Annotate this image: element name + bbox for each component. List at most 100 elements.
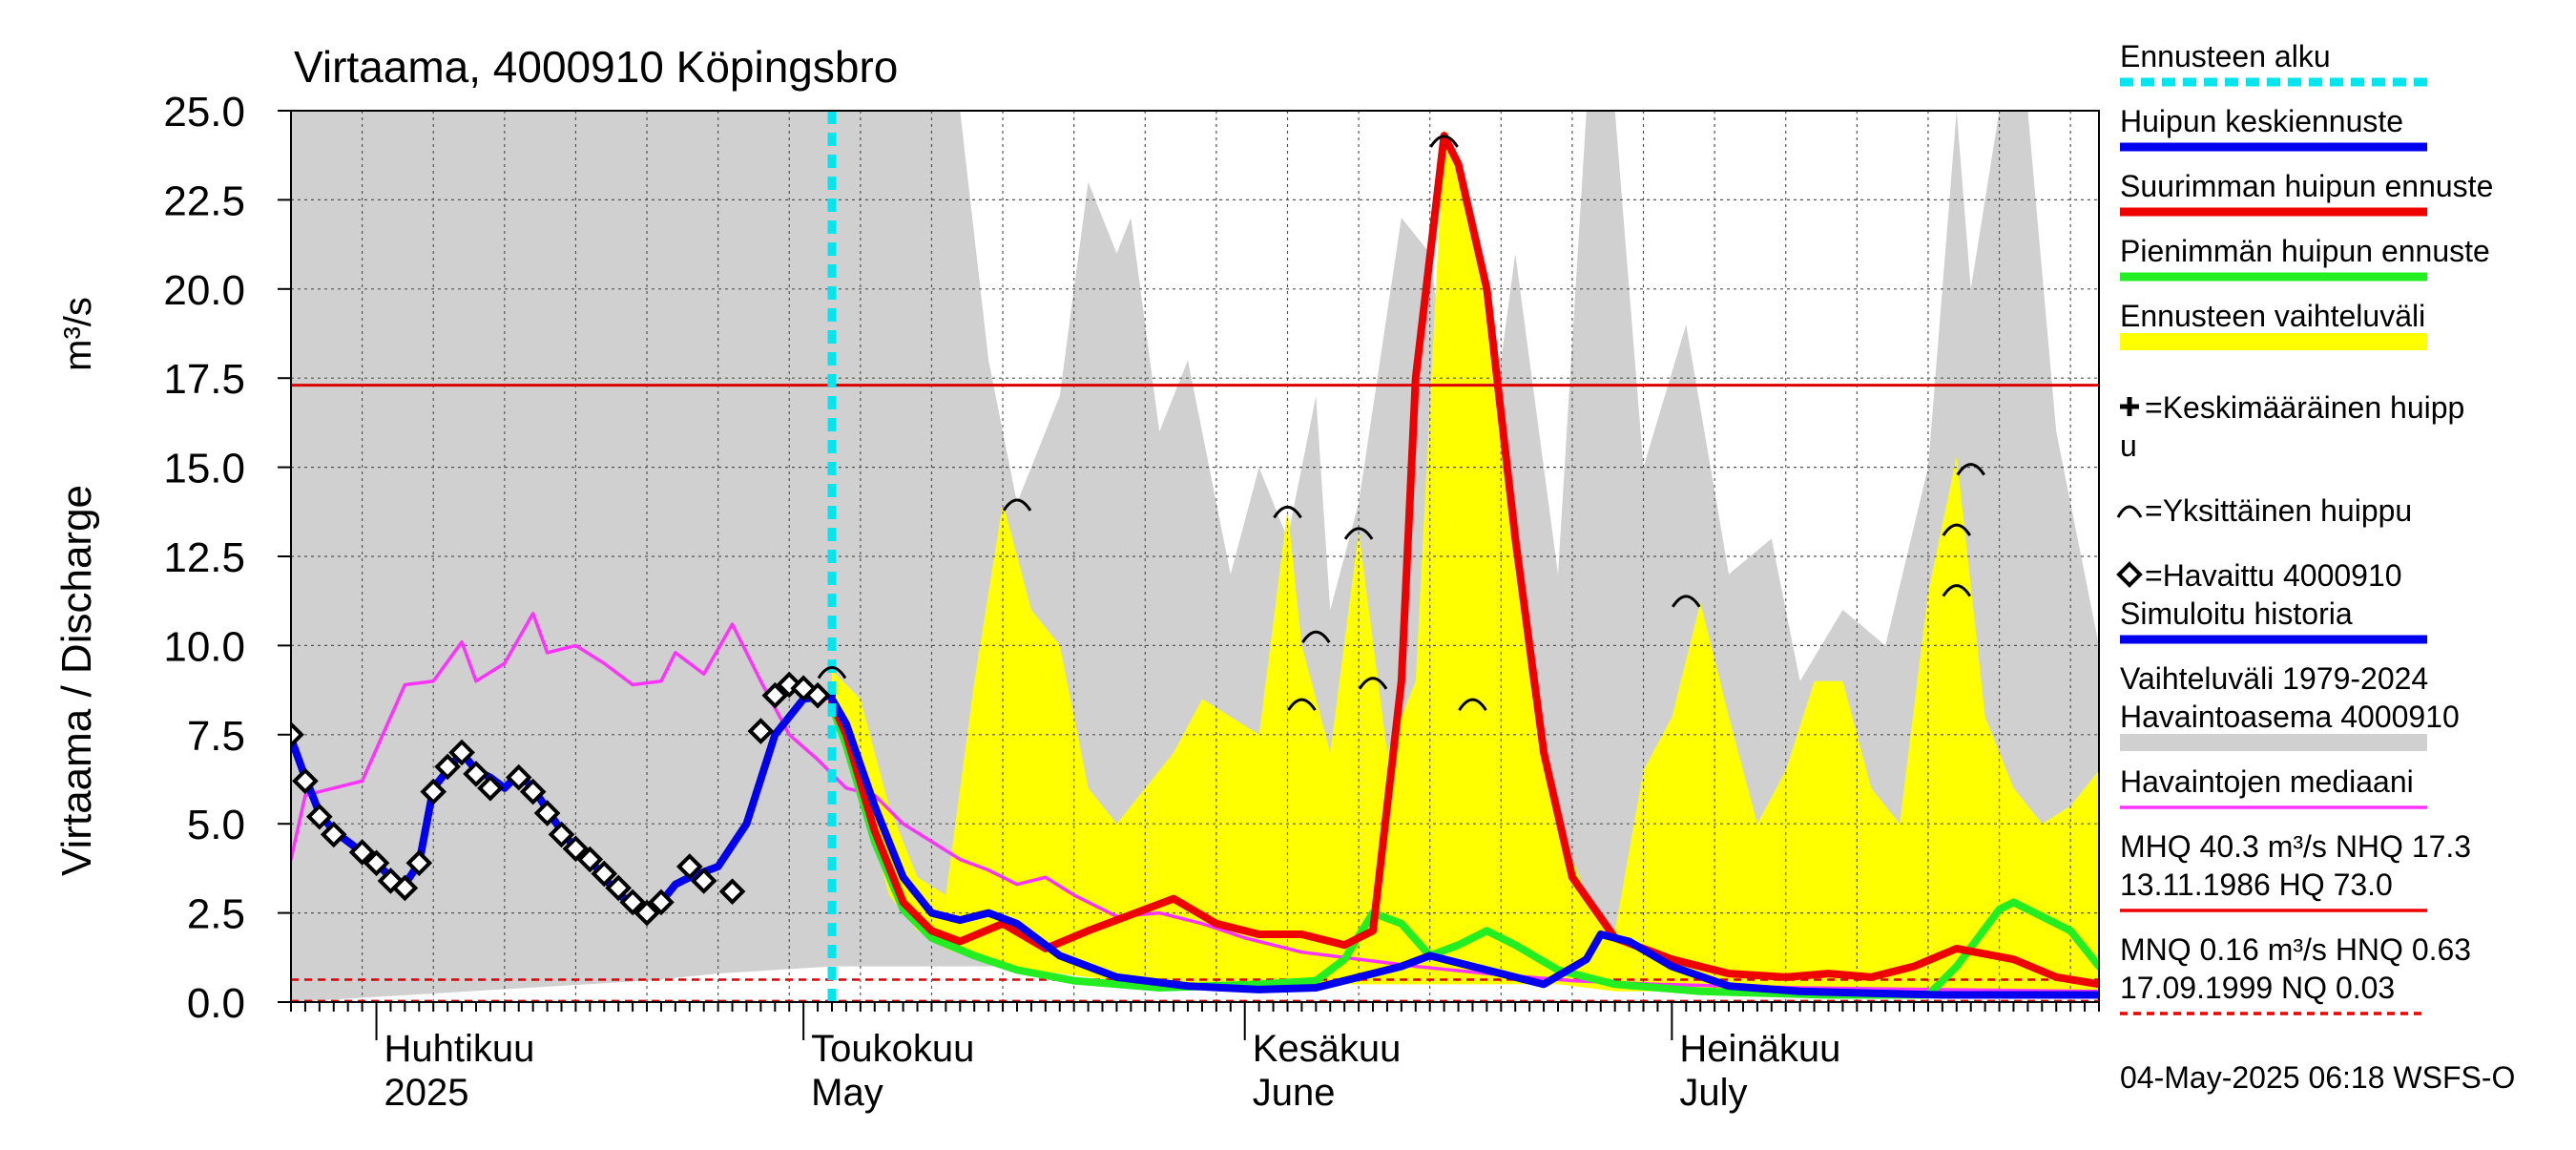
individual-peaks — [817, 135, 1985, 712]
legend-label: Huipun keskiennuste — [2120, 104, 2403, 138]
peak-marker — [1358, 677, 1388, 690]
peak-marker — [1273, 505, 1302, 519]
observed-point — [675, 853, 703, 880]
legend-label: 13.11.1986 HQ 73.0 — [2120, 868, 2393, 902]
timestamp-footer: 04-May-2025 06:18 WSFS-O — [2120, 1060, 2515, 1095]
peak-marker — [1942, 523, 1972, 536]
observed-point — [804, 681, 831, 709]
peak-marker — [817, 666, 847, 680]
legend-item-yksitta-inen-huippu: =Yksittäinen huippu — [2116, 493, 2412, 528]
legend-item-havaintojen-mediaani: Havaintojen mediaani — [2120, 764, 2427, 809]
peak-marker — [1458, 698, 1487, 712]
observed-point — [576, 846, 604, 873]
legend-item-mnq-0-16-m-s-hnq-0-63-17-09-1999-nq-0-03: MNQ 0.16 m³/s HNQ 0.63 17.09.1999 NQ 0.03 — [2120, 932, 2471, 1015]
legend-label: Pienimmän huipun ennuste — [2120, 234, 2490, 268]
y-tick-label: 25.0 — [163, 89, 245, 136]
x-month-label: Toukokuu — [811, 1028, 974, 1070]
legend-label-wrap: u — [2120, 429, 2137, 463]
legend-item-ennusteen-vaihteluva-li: Ennusteen vaihteluväli — [2120, 299, 2427, 350]
observed-point — [348, 839, 376, 866]
peak-marker — [1672, 595, 1701, 608]
y-tick-label: 0.0 — [187, 980, 245, 1027]
legend-item-huipun-keskiennuste: Huipun keskiennuste — [2120, 104, 2427, 152]
legend-label: Havaintoasema 4000910 — [2120, 700, 2460, 734]
legend-item-vaihteluva-li-1979-2024-havaintoasema-40: Vaihteluväli 1979-2024 Havaintoasema 400… — [2120, 661, 2460, 751]
observed-point — [648, 889, 675, 916]
y-tick-label: 20.0 — [163, 267, 245, 314]
observed-point — [591, 860, 618, 888]
x-month-label-en: July — [1679, 1072, 1747, 1114]
peak-marker — [1429, 135, 1459, 148]
legend-label: 17.09.1999 NQ 0.03 — [2120, 971, 2395, 1005]
ennusteen-vaihteluva-li-band — [832, 128, 2099, 995]
legend-label: Suurimman huipun ennuste — [2120, 169, 2493, 203]
observed-point — [477, 775, 504, 802]
legend-label: Vaihteluväli 1979-2024 — [2120, 661, 2428, 696]
diamond-icon — [2116, 561, 2143, 588]
observed-point — [291, 721, 304, 748]
observed-point — [434, 753, 461, 781]
observed-point — [690, 868, 717, 894]
legend-item-keskima-a-ra-inen-huipp-u: =Keskimääräinen huippu — [2120, 390, 2464, 463]
x-month-label-en: May — [811, 1072, 883, 1114]
y-tick-label: 10.0 — [163, 623, 245, 670]
observed-point — [505, 763, 532, 791]
y-tick-label: 2.5 — [187, 891, 245, 938]
peak-marker — [1002, 498, 1032, 512]
legend-item-suurimman-huipun-ennuste: Suurimman huipun ennuste — [2120, 169, 2493, 217]
observed-point — [548, 821, 575, 848]
y-axis-label: Virtaama / Discharge — [53, 485, 100, 876]
observed-point — [718, 878, 746, 906]
observed-point — [306, 803, 333, 830]
x-month-label-en: June — [1253, 1072, 1336, 1114]
legend-item-ennusteen-alku: Ennusteen alku — [2120, 39, 2427, 87]
legend-label: =Havaittu 4000910 — [2145, 558, 2402, 593]
legend-label: Ennusteen vaihteluväli — [2120, 299, 2425, 333]
chart-title: Virtaama, 4000910 Köpingsbro — [294, 42, 898, 92]
legend-label: Simuloitu historia — [2120, 596, 2353, 631]
x-month-label: Huhtikuu — [384, 1028, 535, 1070]
observed-point — [405, 849, 433, 877]
legend-label: Havaintojen mediaani — [2120, 764, 2414, 799]
legend-label: =Keskimääräinen huipp — [2145, 390, 2464, 425]
legend-item-havaittu-4000910: =Havaittu 4000910 — [2116, 558, 2402, 593]
observed-point — [420, 778, 447, 805]
legend-item-simuloitu-historia: Simuloitu historia — [2120, 596, 2427, 644]
huipun-keskiennuste-line — [828, 695, 2099, 999]
legend-item-mhq-40-3-m-s-nhq-17-3-13-11-1986-hq-73-0: MHQ 40.3 m³/s NHQ 17.3 13.11.1986 HQ 73.0 — [2120, 829, 2471, 912]
legend-label: MNQ 0.16 m³/s HNQ 0.63 — [2120, 932, 2471, 967]
peak-marker — [1942, 584, 1972, 597]
observed-point — [320, 821, 347, 848]
observed-point — [391, 874, 419, 902]
y-tick-label: 17.5 — [163, 356, 245, 403]
observed-point — [463, 761, 489, 787]
observed-point — [363, 849, 390, 877]
observed-point — [533, 800, 561, 826]
legend-item-pienimma-n-huipun-ennuste: Pienimmän huipun ennuste — [2120, 234, 2490, 282]
y-tick-label: 22.5 — [163, 178, 245, 224]
peak-marker — [1956, 463, 1985, 476]
suurimman-huipun-ennuste-line — [828, 132, 2099, 989]
observed-point — [605, 874, 633, 902]
observed-point — [292, 767, 319, 795]
observed-point — [634, 899, 660, 927]
legend-label: Ennusteen alku — [2120, 39, 2331, 73]
observed-point — [519, 778, 547, 805]
peak-marker — [1287, 698, 1317, 712]
x-month-label-en: 2025 — [384, 1072, 469, 1114]
grid — [291, 111, 2099, 1002]
legend-label: =Yksittäinen huippu — [2145, 493, 2412, 528]
observed-point — [619, 889, 646, 916]
y-tick-label: 12.5 — [163, 534, 245, 581]
y-axis-unit: m³/s — [57, 297, 99, 371]
peak-marker — [1301, 630, 1331, 644]
observed-point — [562, 835, 590, 863]
plus-icon — [2120, 397, 2139, 416]
observed-point — [761, 681, 789, 709]
arc-icon — [2116, 505, 2143, 518]
observed-point — [747, 718, 775, 744]
peak-marker — [1343, 527, 1374, 540]
y-tick-label: 5.0 — [187, 802, 245, 848]
